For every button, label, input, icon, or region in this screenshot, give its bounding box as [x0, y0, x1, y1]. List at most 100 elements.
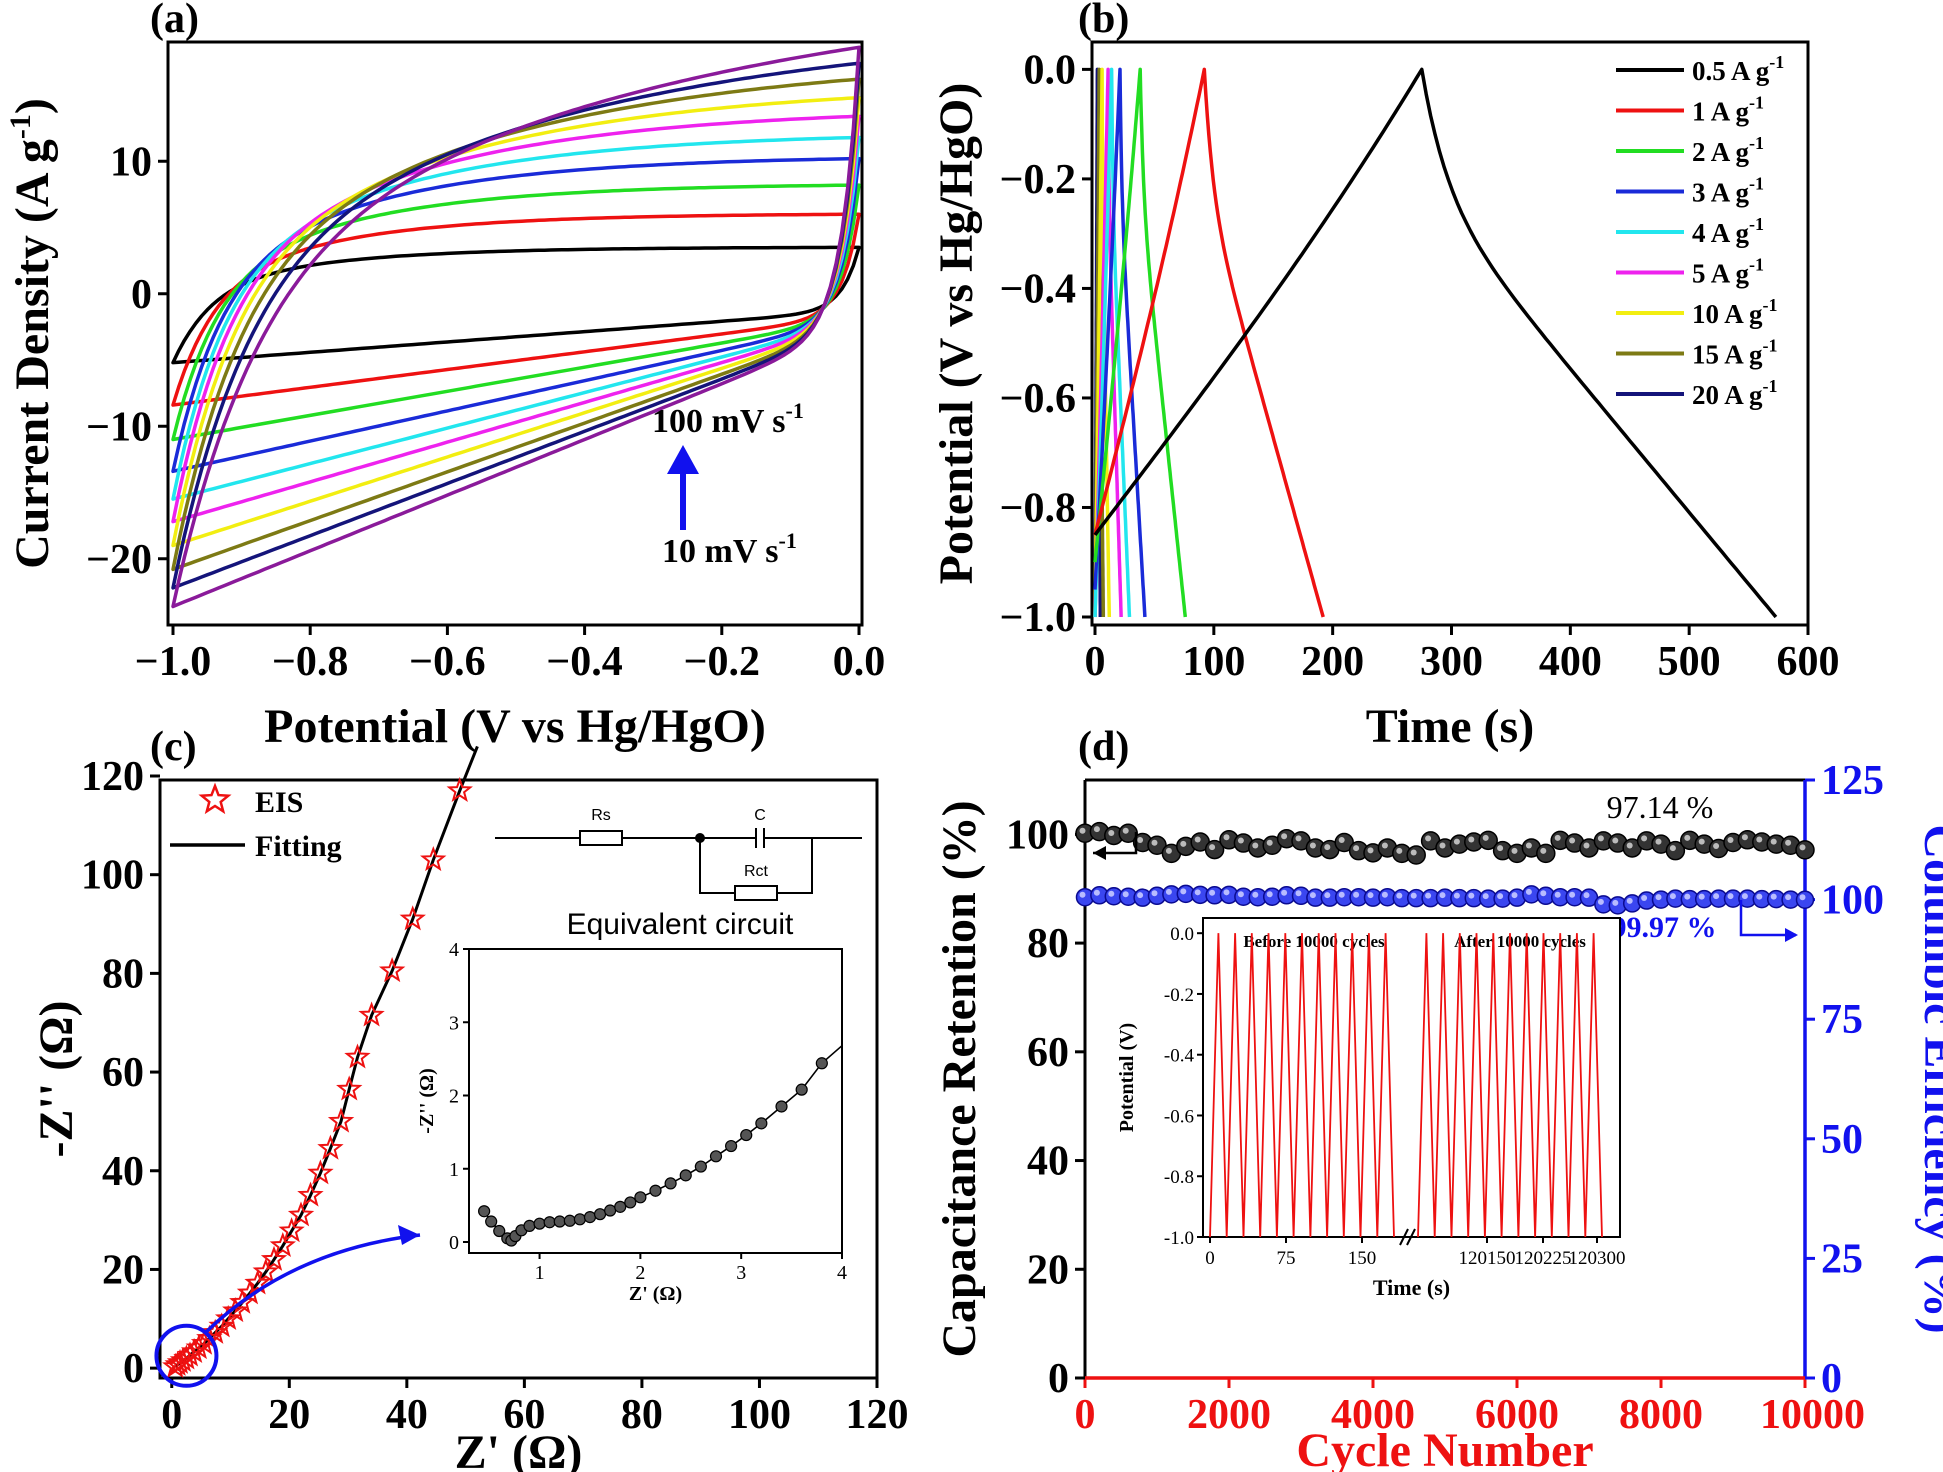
panel-d-efficiency-highlight	[1425, 892, 1432, 899]
panel-a-cv-curve-2	[171, 183, 861, 442]
panel-a-cv-curve-6	[171, 95, 861, 548]
panel-c-eis-point	[297, 1181, 324, 1207]
panel-b: (b) 0 100 200 300 400 500 600 0.0 −0.2 −0.4 −0.6 −0.…	[930, 0, 1840, 753]
panel-a-label: (a)	[150, 0, 199, 42]
panel-a-ytick-label: −20	[86, 537, 152, 583]
panel-d-efficiency-highlight	[1785, 894, 1792, 901]
panel-c-zoom-arrowhead	[398, 1225, 420, 1245]
panel-a-ylabel-end: )	[6, 98, 59, 114]
panel-d-efficiency-highlight	[1122, 891, 1129, 898]
panel-b-legend-label-sup: -1	[1769, 52, 1784, 72]
panel-c-eis-point	[196, 1324, 223, 1350]
panel-d-efficiency-highlight	[1324, 892, 1331, 899]
inset-c-point	[649, 1184, 662, 1197]
inset-d-ytick-label: -0.6	[1164, 1106, 1194, 1127]
panel-d-xtick-label: 6000	[1475, 1392, 1559, 1438]
panel-c-ytick-label: 60	[102, 1050, 144, 1096]
inset-d-ytick-label: -0.8	[1164, 1167, 1194, 1188]
panel-a: (a) −1.0 −0.8 −0.6 −0.4 −0.2 0.0 −20 −10 0 10 Poten…	[4, 0, 885, 753]
panel-c-xtick-label: 120	[846, 1392, 909, 1438]
panel-b-xtick-label: 100	[1182, 639, 1245, 685]
panel-d-retention-highlight	[1295, 835, 1302, 842]
panel-d-retention-highlight	[1180, 840, 1187, 847]
panel-a-annotation-bottom-text: 10 mV s	[662, 533, 779, 570]
inset-c-point	[664, 1177, 677, 1190]
inset-c-point	[694, 1160, 707, 1173]
inset-c-point	[478, 1205, 491, 1218]
inset-d-label-after: After 10000 cycles	[1454, 932, 1586, 951]
inset-c-point	[815, 1057, 828, 1070]
panel-d-efficiency-highlight	[1540, 890, 1547, 897]
panel-c-eis-point	[317, 1134, 344, 1160]
inset-c-point	[493, 1224, 506, 1238]
panel-d-retention-highlight	[1324, 844, 1331, 851]
panel-a-arrow-head	[667, 445, 699, 474]
panel-d-efficiency-highlight	[1209, 889, 1216, 896]
inset-d-xtick-label: 120225	[1515, 1248, 1572, 1269]
panel-c-legend-star	[198, 782, 232, 815]
panel-b-legend-label: 10 A g-1	[1692, 295, 1778, 329]
inset-c-point	[624, 1196, 637, 1209]
panel-d-retention-highlight	[1597, 835, 1604, 842]
panel-c-xtick-label: 0	[161, 1392, 182, 1438]
panel-c-xtick-label: 80	[621, 1392, 663, 1438]
panel-c-eis-point	[399, 905, 426, 931]
panel-c-eis-point	[358, 1001, 385, 1027]
inset-c-point	[583, 1211, 597, 1224]
panel-c-eis-point	[244, 1269, 271, 1295]
panel-d-efficiency-highlight	[1266, 891, 1273, 898]
panel-b-xtick-label: 300	[1420, 639, 1483, 685]
panel-b-legend-label: 15 A g-1	[1692, 336, 1778, 370]
panel-d-efficiency-highlight	[1309, 892, 1316, 899]
panel-d-retention-highlight	[1194, 836, 1201, 843]
panel-d-xtick-label: 0	[1075, 1392, 1096, 1438]
inset-d-gcd-after	[1417, 933, 1603, 1238]
panel-c-inset-frame	[468, 948, 843, 1254]
panel-d-efficiency-highlight	[1727, 893, 1734, 900]
panel-b-legend-label-text: 2 A g	[1692, 137, 1750, 167]
panel-d-retention-highlight	[1309, 842, 1316, 849]
panel-b-xtick-label: 600	[1777, 639, 1840, 685]
panel-c-eis-point	[446, 776, 473, 803]
panel-c-eis-point	[344, 1043, 371, 1069]
panel-c-eis-point	[420, 846, 447, 872]
panel-d-retention-highlight	[1626, 842, 1633, 849]
panel-d-retention-highlight	[1741, 834, 1748, 841]
panel-d-ytick-label: 40	[1027, 1139, 1069, 1185]
panel-d-retention-highlight	[1554, 834, 1561, 841]
circuit-resistor-rct	[734, 885, 778, 901]
panel-a-annotation-bottom: 10 mV s-1	[662, 528, 797, 570]
panel-c-equivalent-circuit: Rs C Rct Equivalent circuit	[495, 807, 862, 941]
panel-d-efficiency-highlight	[1756, 893, 1763, 900]
inset-c-point	[755, 1117, 768, 1130]
panel-c-legend-fitting: Fitting	[255, 830, 342, 863]
panel-b-legend-label-sup: -1	[1749, 214, 1764, 234]
panel-b-legend-label-sup: -1	[1749, 93, 1764, 113]
panel-c-eis-point	[327, 1107, 355, 1133]
inset-c-point	[604, 1204, 617, 1217]
panel-d-efficiency-highlight	[1497, 893, 1504, 900]
inset-d-xtick-label: 75	[1277, 1248, 1296, 1269]
inset-c-point	[563, 1214, 576, 1227]
panel-c-frame	[158, 778, 879, 1380]
panel-a-ytick-label: 10	[110, 139, 152, 185]
panel-a-xtick-label: −0.4	[546, 639, 622, 685]
panel-d-efficiency-annotation: 99.97 %	[1612, 911, 1717, 944]
panel-d-retention-highlight	[1151, 839, 1158, 846]
panel-d-efficiency-highlight	[1353, 891, 1360, 898]
inset-d-xtick-label: 120300	[1569, 1248, 1626, 1269]
panel-b-ytick-label: 0.0	[1024, 47, 1077, 93]
panel-d-retention-highlight	[1396, 847, 1403, 854]
panel-d-retention-highlight	[1612, 837, 1619, 844]
panel-c-xtick-label: 100	[728, 1392, 791, 1438]
inset-c-point	[709, 1150, 723, 1163]
panel-d-retention-highlight	[1209, 844, 1216, 851]
panel-d-ytick-right-label: 75	[1821, 997, 1863, 1043]
inset-d-xtick-label: 120150	[1459, 1248, 1516, 1269]
panel-a-annotation-top-text: 100 mV s	[652, 403, 786, 440]
inset-d-label-before: Before 10000 cycles	[1243, 932, 1385, 951]
panel-d-retention-highlight	[1122, 827, 1129, 834]
panel-d-efficiency-highlight	[1626, 897, 1633, 904]
panel-c-zoom-circle	[154, 1323, 219, 1388]
inset-d-xtick-label: 0	[1205, 1248, 1215, 1269]
